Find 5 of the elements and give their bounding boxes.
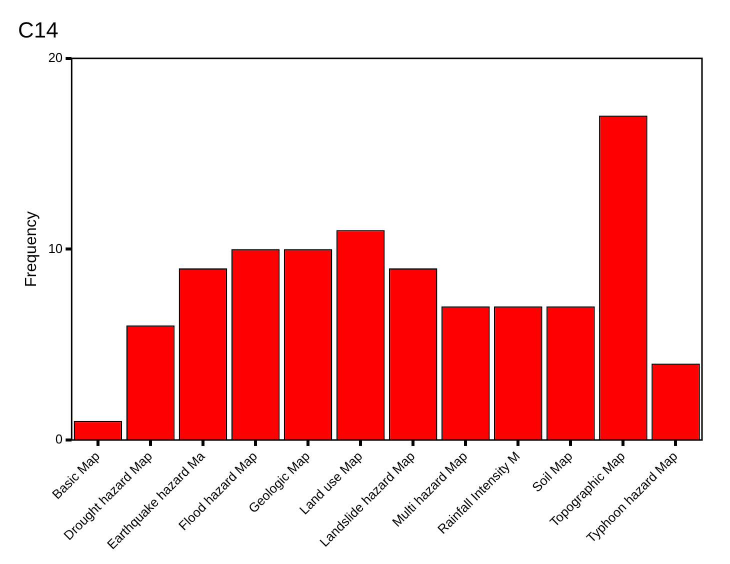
y-axis-title: Frequency <box>23 211 40 287</box>
y-tick-label: 10 <box>48 240 63 256</box>
chart-title: C14 <box>18 17 58 42</box>
y-tick-label: 0 <box>55 432 63 447</box>
y-tick-label: 20 <box>48 50 63 65</box>
